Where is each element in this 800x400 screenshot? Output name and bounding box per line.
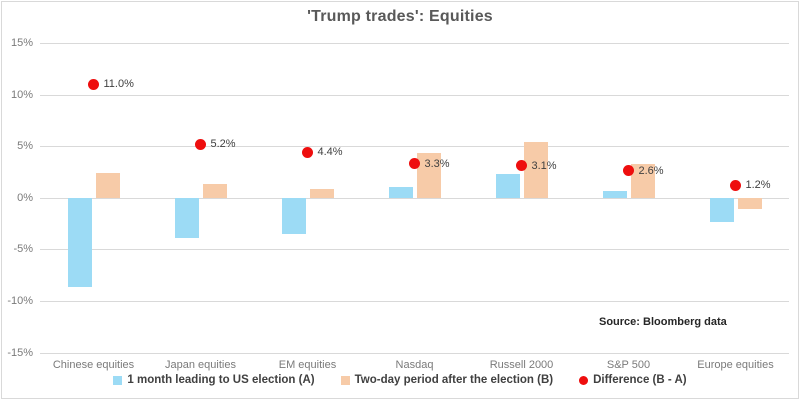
difference-value-label: 4.4% [317,146,343,159]
bar-series-a [495,174,520,198]
bar-series-a [174,197,199,239]
y-axis-tick-label: 0% [17,191,33,204]
bar-series-a [602,190,627,198]
bar-series-a [709,197,734,222]
category-label: EM equities [278,359,337,371]
chart-title: 'Trump trades': Equities [307,8,493,25]
difference-value-label: 5.2% [210,138,236,151]
bar-series-b [416,153,441,198]
gridline [40,249,789,251]
bar-series-b [95,173,120,198]
category-label: Nasdaq [395,359,434,371]
category-label: S&P 500 [606,359,651,371]
category-label: Europe equities [697,359,774,371]
legend: 1 month leading to US election (A) Two-da… [2,374,798,386]
gridline [40,43,789,45]
bar-series-a [281,197,306,234]
difference-value-label: 3.3% [424,157,450,170]
difference-value-label: 1.2% [745,179,771,192]
y-axis-tick-label: -5% [13,243,33,256]
bar-series-b [202,184,227,198]
difference-value-label: 11.0% [103,78,134,91]
category-label: Japan equities [165,359,236,371]
gridline [40,352,789,354]
gridline [40,146,789,148]
y-axis-tick-label: -10% [7,294,33,307]
difference-marker [409,158,420,170]
bar-series-b [630,163,655,198]
difference-marker [730,179,741,191]
gridline [40,300,789,302]
difference-value-label: 3.1% [531,159,557,172]
bar-series-b [737,197,762,210]
legend-swatch-icon [340,375,350,385]
source-note: Source: Bloomberg data [599,316,727,328]
difference-marker [302,146,313,158]
y-axis-tick-label: 5% [17,140,33,153]
difference-marker [195,138,206,150]
category-label: Chinese equities [52,359,135,371]
legend-marker-icon [579,375,589,385]
bar-series-b [523,142,548,198]
legend-swatch-icon [113,375,123,385]
difference-marker [516,160,527,172]
y-axis-tick-label: -15% [7,346,33,359]
difference-marker [623,165,634,177]
bar-series-a [388,187,413,198]
legend-item: 1 month leading to US election (A) [113,374,315,386]
legend-item: Two-day period after the election (B) [340,374,554,386]
difference-value-label: 2.6% [638,164,664,177]
y-axis-tick-label: 15% [10,37,33,50]
difference-marker [88,78,99,90]
legend-item: Difference (B - A) [579,374,687,386]
gridline [40,197,789,199]
legend-label: Difference (B - A) [593,374,687,386]
gridline [40,94,789,96]
legend-label: Two-day period after the election (B) [354,374,554,386]
y-axis-tick-label: 10% [10,88,33,101]
bar-series-a [67,197,92,287]
bar-series-b [309,188,334,198]
legend-label: 1 month leading to US election (A) [127,374,315,386]
category-label: Russell 2000 [489,359,554,371]
